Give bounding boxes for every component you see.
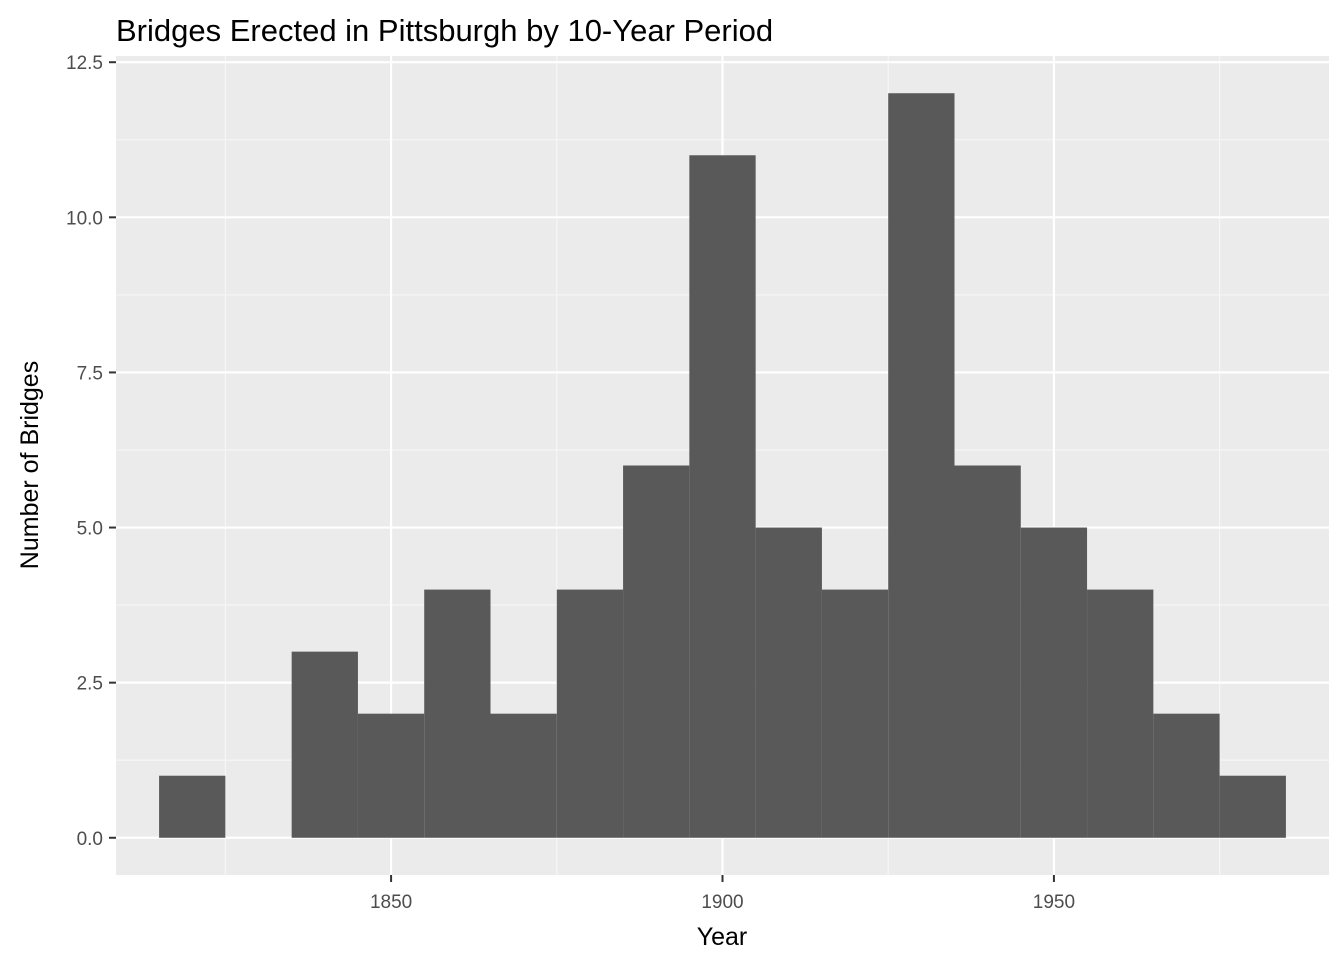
histogram-bars <box>159 93 1286 838</box>
x-axis-title: Year <box>697 923 748 951</box>
chart-title: Bridges Erected in Pittsburgh by 10-Year… <box>116 13 773 48</box>
histogram-bar <box>821 589 889 838</box>
histogram-bar <box>689 155 756 838</box>
x-tick-label: 1850 <box>370 892 412 913</box>
y-axis-title: Number of Bridges <box>16 361 44 569</box>
x-axis: 1850 1900 1950 <box>370 875 1075 913</box>
histogram-bar <box>1153 713 1220 838</box>
histogram-bar <box>291 651 358 838</box>
histogram-bar <box>424 589 491 838</box>
y-tick-label: 0.0 <box>77 829 103 850</box>
y-tick-label: 5.0 <box>77 519 103 540</box>
histogram-bar <box>755 527 822 838</box>
y-axis: 0.0 2.5 5.0 7.5 10.0 12.5 <box>66 53 116 850</box>
histogram-bar <box>1087 589 1154 838</box>
histogram-bar <box>1020 527 1088 838</box>
histogram-bar <box>357 713 425 838</box>
histogram-bar <box>888 93 955 838</box>
x-tick-label: 1900 <box>701 892 743 913</box>
y-tick-label: 10.0 <box>66 208 103 229</box>
histogram-bar <box>954 465 1021 838</box>
histogram-bar <box>1219 775 1286 838</box>
x-tick-label: 1950 <box>1033 892 1075 913</box>
y-tick-label: 2.5 <box>77 674 103 695</box>
y-tick-label: 7.5 <box>77 363 103 384</box>
histogram-bar <box>556 589 624 838</box>
histogram-bar <box>623 465 690 838</box>
histogram-bar <box>490 713 557 838</box>
y-tick-label: 12.5 <box>66 53 103 74</box>
histogram-bar <box>159 775 226 838</box>
